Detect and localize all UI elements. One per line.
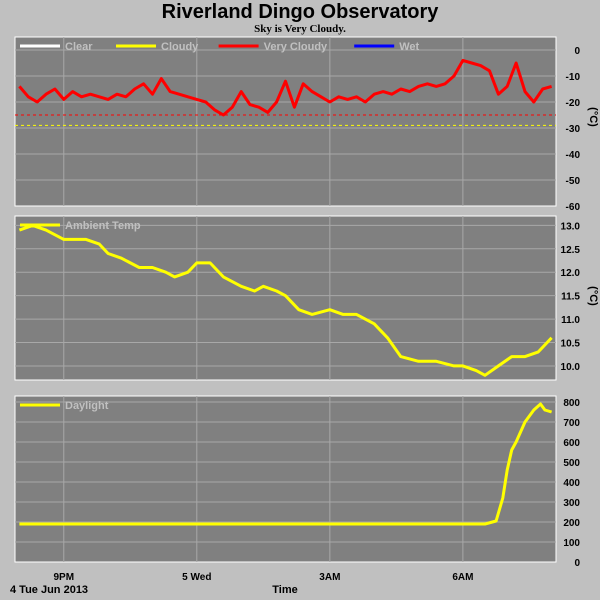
y-tick-label: 0 [574,558,580,569]
legend-label: Wet [399,41,419,53]
page-subtitle: Sky is Very Cloudy. [254,23,346,35]
y-unit-label: (°C) [587,286,599,306]
legend-label: Very Cloudy [264,41,328,53]
y-tick-label: 100 [563,538,580,549]
y-tick-label: 200 [563,518,580,529]
panel-sky: 0 -10 -20 -30 -40 -50 -60 Clear Cloudy Very Cloud… [14,36,599,213]
y-tick-label: -50 [566,176,581,187]
legend-label: Daylight [65,400,109,412]
y-tick-label: 600 [563,438,580,449]
page-title: Riverland Dingo Observatory [161,1,439,23]
x-tick-label: 3AM [319,572,340,583]
panel-background [14,215,557,381]
series-line-daylight [19,402,553,526]
series-line-sky [18,58,553,117]
legend-item: Clear [20,41,93,53]
y-tick-label: -60 [566,202,581,213]
y-tick-label: 700 [563,418,580,429]
y-tick-label: 11.0 [561,315,580,326]
y-tick-label: 300 [563,498,580,509]
y-tick-label: 500 [563,458,580,469]
panel-background [14,395,557,563]
panel-background [14,36,557,207]
y-tick-label: 10.0 [561,362,581,373]
x-tick-label: 9PM [53,572,74,583]
series-line-ambient [18,223,553,377]
y-tick-label: 12.0 [561,268,581,279]
legend-label: Clear [65,41,93,53]
y-tick-label: 12.5 [561,245,581,256]
y-tick-label: -20 [566,98,581,109]
legend-item: Very Cloudy [218,41,328,53]
legend-label: Cloudy [161,41,199,53]
y-tick-label: 0 [574,46,580,57]
legend-label: Ambient Temp [65,220,141,232]
y-tick-label: -10 [566,72,581,83]
legend-item: Daylight [20,400,109,412]
x-tick-label: 6AM [452,572,473,583]
legend-item: Ambient Temp [20,220,141,232]
y-unit-label: (°C) [587,107,599,127]
y-tick-label: 800 [563,398,580,409]
panel-ambient: 13.0 12.5 12.0 11.5 11.0 10.5 10.0 Ambient Temp… [14,215,599,381]
y-tick-label: 13.0 [561,221,581,232]
y-tick-label: -30 [566,124,581,135]
legend-item: Wet [354,41,420,53]
panel-daylight: 800 700 600 500 400 300 200 100 0 Daylight [14,395,580,569]
y-tick-label: 10.5 [561,339,581,350]
date-label: 4 Tue Jun 2013 [10,584,88,596]
y-tick-label: 400 [563,478,580,489]
y-tick-label: 11.5 [561,292,580,303]
legend-item: Cloudy [116,41,199,53]
x-tick-label: 5 Wed [182,572,211,583]
y-tick-label: -40 [566,150,581,161]
x-axis-title: Time [272,584,297,596]
